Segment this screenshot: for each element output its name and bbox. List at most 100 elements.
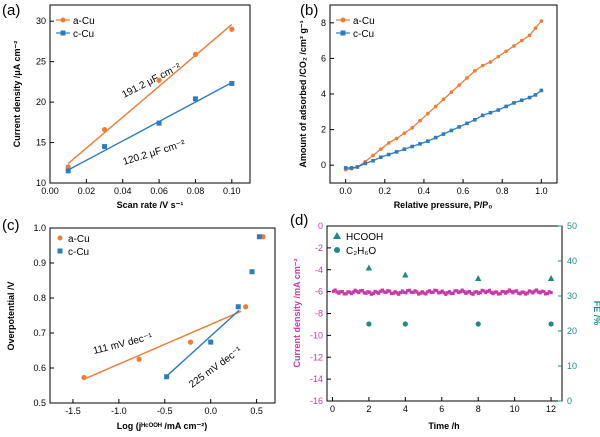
chart-b-point-c-Cu — [519, 98, 524, 103]
chart-c-point-c-Cu — [256, 234, 262, 240]
chart-d-current-point — [496, 292, 501, 296]
chart-d-current-point — [522, 290, 526, 294]
chart-c-point-c-Cu — [249, 269, 255, 275]
chart-d-current-point — [467, 289, 472, 294]
chart-d-current-point — [378, 289, 383, 293]
chart-a-ytick-label: 10 — [36, 178, 46, 188]
chart-c-frame — [49, 227, 276, 404]
chart-d-current-point — [337, 291, 341, 295]
chart-b-point-a-Cu — [426, 111, 430, 116]
chart-b-ytick-label: 8 — [321, 18, 326, 28]
chart-a-point-a-Cu — [65, 164, 71, 170]
chart-d-current-point — [516, 291, 521, 295]
chart-c-ylabel: Overpotential /V — [6, 281, 16, 350]
chart-d-current-point — [335, 290, 339, 294]
chart-a-legend: a-Cu c-Cu — [56, 16, 95, 40]
chart-c: -1.5 -1.0 -0.5 0.0 0.5 0.5 0.6 0.7 0.8 0.9 1.0 Log… — [6, 223, 276, 431]
chart-d-ytick-right-label: 40 — [567, 256, 577, 266]
chart-d-current-point — [389, 291, 394, 296]
chart-d-current-point — [351, 290, 355, 294]
chart-d-ytick-right-label: 0 — [567, 396, 572, 406]
chart-d-current-point — [540, 289, 544, 293]
chart-a-fit-c-Cu — [67, 82, 233, 171]
chart-d-current-point — [529, 290, 533, 294]
chart-d-current-point — [515, 289, 519, 293]
chart-a-point-a-Cu — [101, 127, 108, 133]
chart-d-current-point — [393, 290, 397, 294]
chart-b-point-a-Cu — [394, 136, 399, 141]
chart-a-xtick-label: 0.00 — [41, 186, 59, 196]
chart-d-current-point — [511, 291, 515, 295]
chart-d-current-point — [409, 290, 413, 294]
chart-d-current-point — [406, 289, 410, 293]
chart-b-point-c-Cu — [533, 93, 538, 97]
chart-b-point-a-Cu — [488, 60, 493, 64]
chart-a-point-c-Cu — [229, 80, 235, 86]
chart-d-ytick-right-label: 20 — [567, 326, 577, 336]
chart-a-xtick-label: 0.02 — [78, 186, 96, 196]
chart-c-point-a-Cu — [187, 339, 194, 345]
chart-b-point-a-Cu — [418, 118, 422, 123]
chart-d-current-point — [440, 289, 444, 293]
chart-d-current-point — [489, 290, 493, 294]
chart-d-current-point — [495, 290, 499, 294]
chart-b-xtick-label: 0.4 — [418, 186, 431, 196]
chart-d-current-point — [436, 291, 441, 295]
chart-a-legend-acu: a-Cu — [73, 16, 95, 27]
chart-b-point-a-Cu — [441, 97, 446, 102]
chart-d-current-point — [426, 290, 430, 294]
chart-d-xtick-label: 0 — [330, 404, 335, 414]
chart-d-point-hcooh — [475, 275, 482, 281]
chart-d-current-point — [464, 291, 468, 295]
chart-d-current-point — [476, 291, 481, 295]
chart-d: 0 2 4 6 8 10 12 0 -2 -4 -6 -8 -10 -12 -14 -16 0 10 20 30 40 5… — [292, 221, 600, 431]
chart-d-current-point — [527, 289, 531, 293]
chart-d-current-point — [348, 290, 352, 294]
chart-d-ytick-label: -6 — [315, 287, 323, 297]
chart-b-point-a-Cu — [480, 63, 485, 68]
chart-d-current-point — [484, 291, 488, 295]
chart-b-point-c-Cu — [349, 166, 354, 170]
chart-d-legend-c2h6o: C₂H₆O — [346, 246, 376, 257]
chart-d-point-c2h6o — [475, 321, 481, 327]
chart-d-current-point — [549, 291, 553, 295]
chart-b-point-c-Cu — [433, 135, 438, 140]
chart-b-xlabel: Relative pressure, P/P₀ — [394, 200, 493, 210]
chart-d-current-point — [342, 292, 346, 296]
chart-c-xtick-label: -0.5 — [157, 406, 173, 416]
chart-b-xtick-label: 0.2 — [379, 186, 392, 196]
chart-b-point-c-Cu — [449, 128, 454, 133]
chart-d-current-point — [435, 289, 439, 293]
chart-a-ytick-label: 25 — [36, 57, 46, 67]
chart-d-current-point — [536, 290, 540, 294]
chart-d-current-point — [362, 291, 366, 295]
chart-b-point-c-Cu — [496, 108, 501, 112]
chart-a-frame — [49, 4, 251, 184]
chart-c-fit — [83, 310, 242, 380]
chart-b-point-a-Cu — [519, 38, 524, 43]
chart-d-current-point — [509, 289, 513, 294]
panel-label-b: (b) — [300, 2, 318, 19]
chart-d-ytick-label: -16 — [310, 396, 323, 406]
chart-d-current-point — [339, 290, 343, 294]
panel-label-a: (a) — [2, 2, 20, 19]
chart-d-current-point — [525, 291, 530, 295]
chart-b-point-c-Cu — [426, 139, 430, 143]
chart-d-current-point — [375, 290, 379, 294]
chart-d-current-point — [478, 290, 482, 295]
chart-b-point-c-Cu — [386, 152, 391, 157]
chart-d-xlabel: Time /h — [428, 421, 459, 431]
chart-b-xtick-label: 0.0 — [339, 186, 352, 196]
chart-d-current-point — [333, 288, 337, 292]
chart-b-ytick-label: 6 — [321, 53, 326, 63]
chart-c-xtick-label: 0.0 — [204, 406, 217, 416]
chart-d-current-point — [480, 288, 484, 292]
chart-d-current-point — [422, 291, 426, 295]
chart-d-current-point — [544, 292, 548, 296]
chart-c-point-c-Cu — [164, 374, 170, 380]
chart-d-current-point — [388, 289, 392, 293]
chart-d-current-point — [357, 290, 361, 295]
chart-a-point-a-Cu — [156, 77, 162, 83]
chart-d-ytick-label: 0 — [318, 221, 323, 231]
chart-c-ytick-label: 1.0 — [33, 223, 46, 233]
